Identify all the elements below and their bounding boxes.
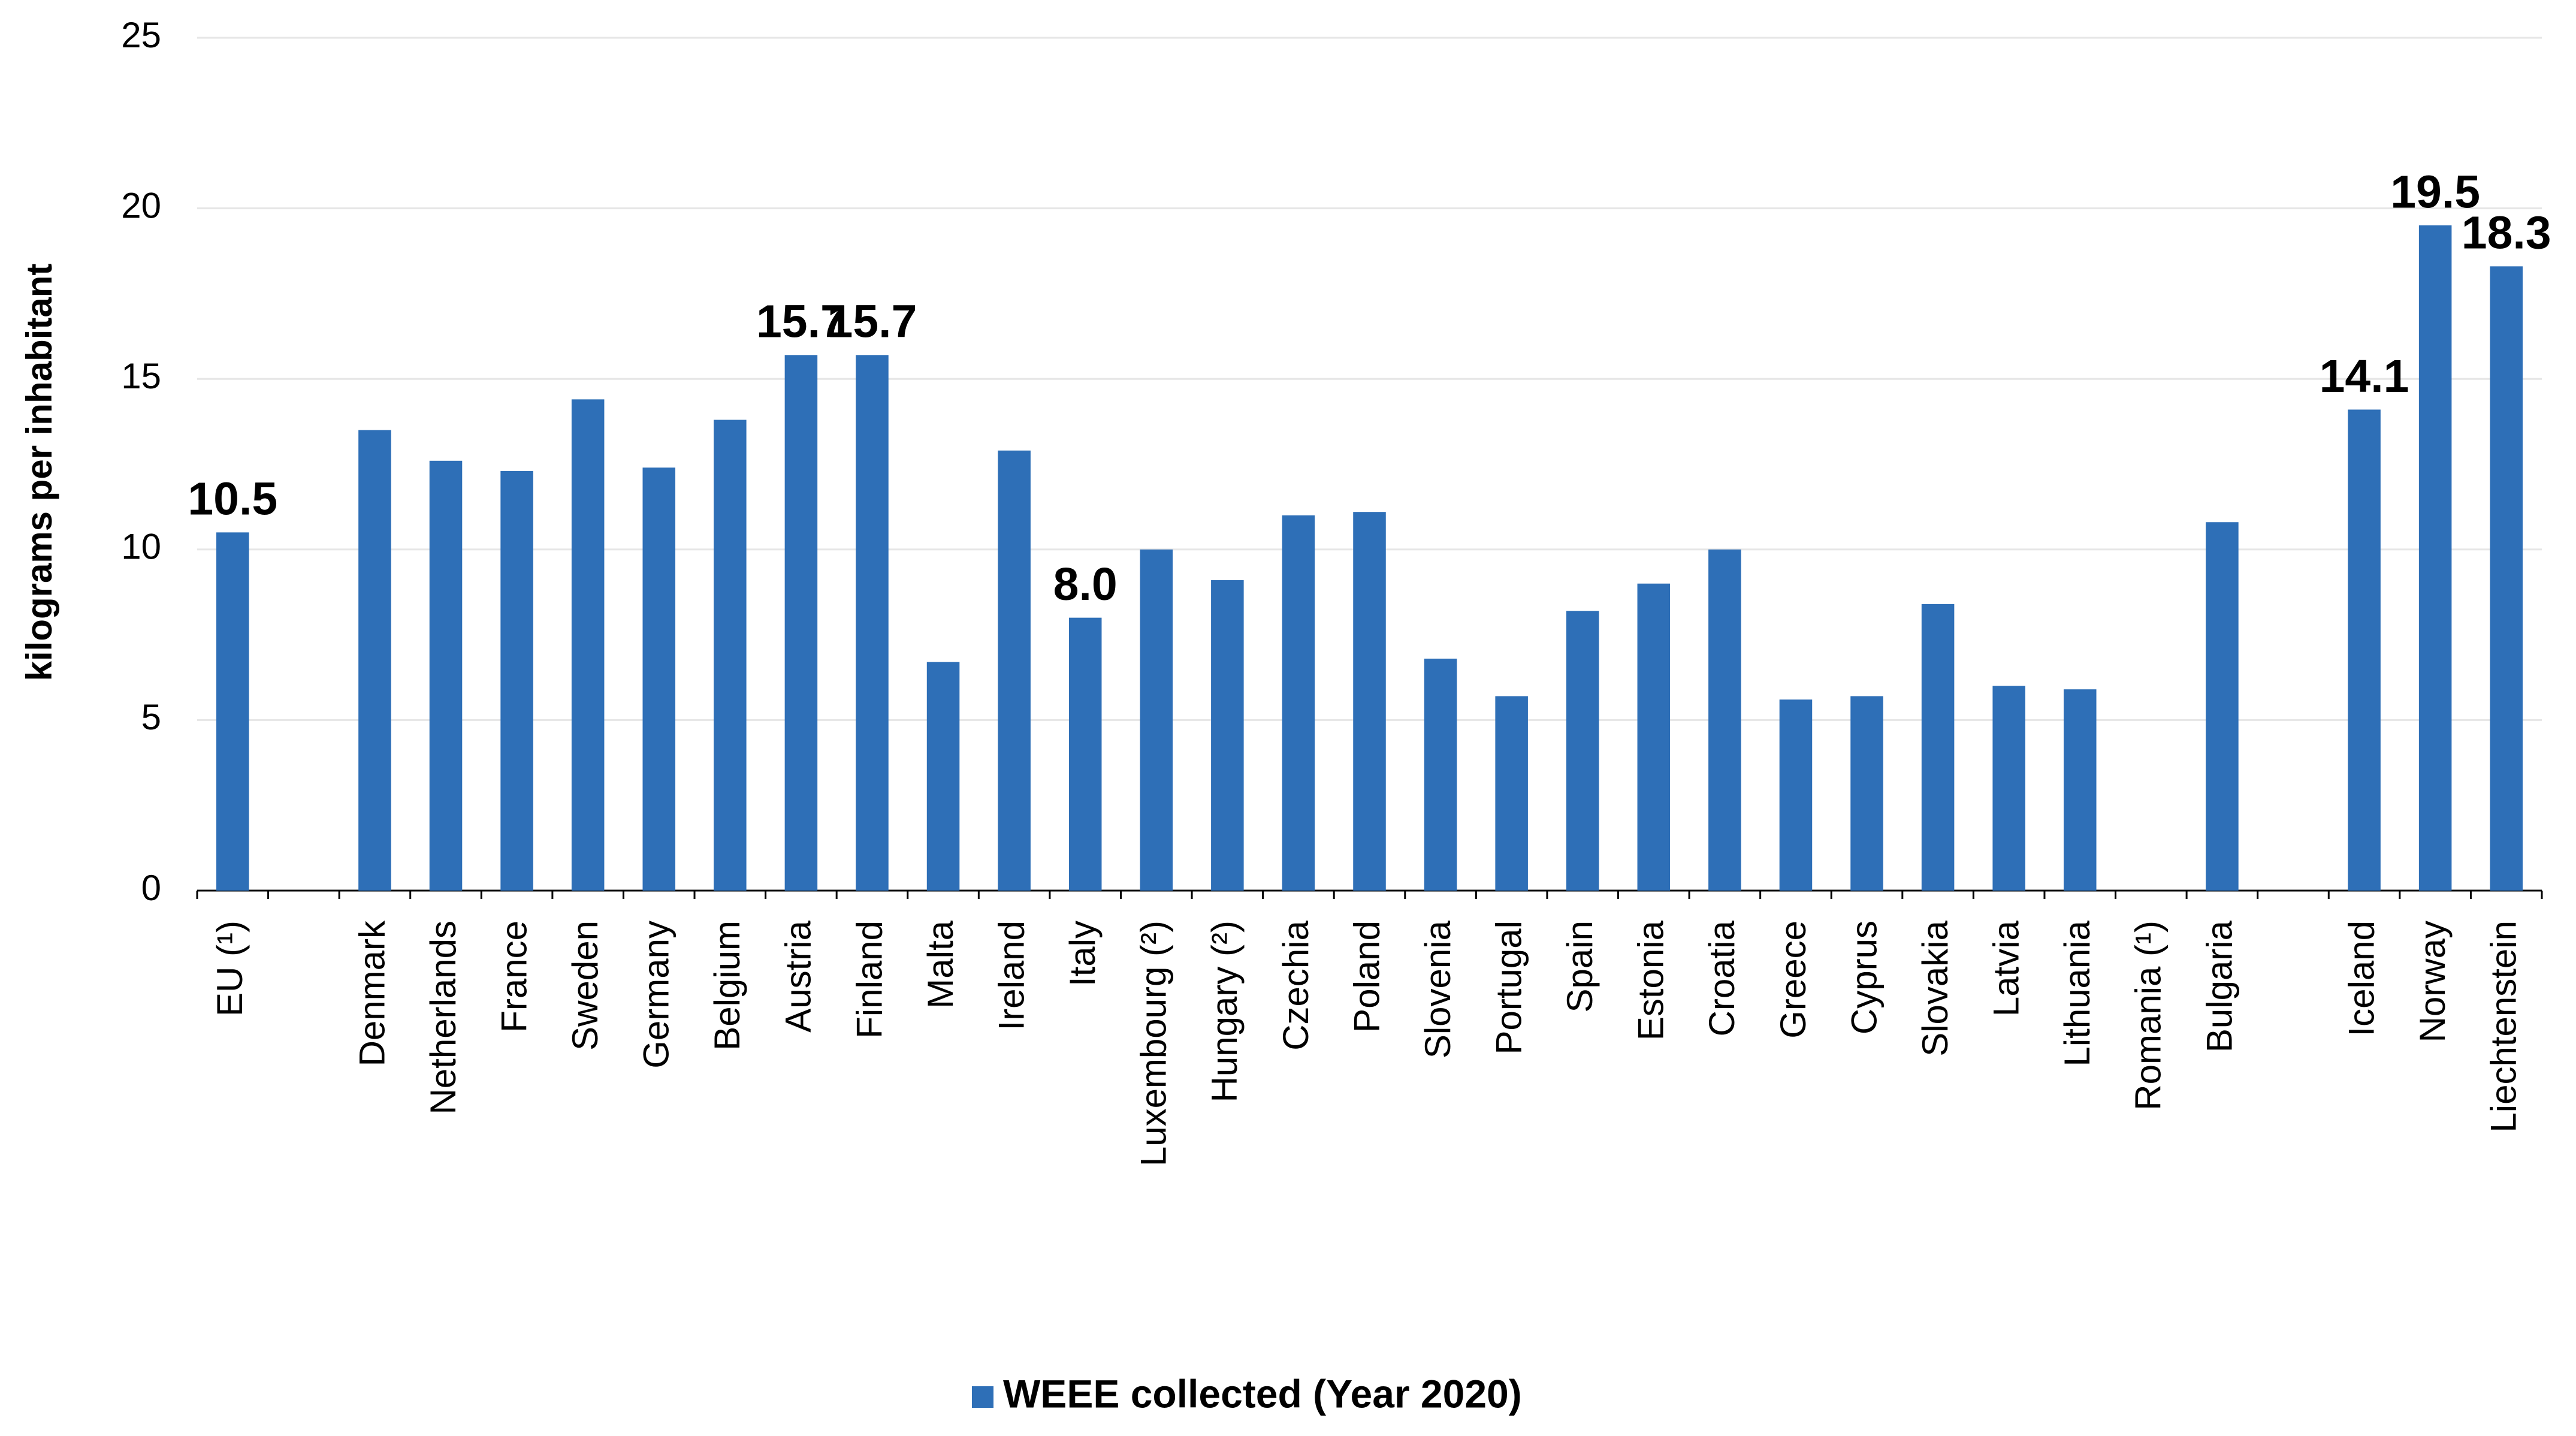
bar bbox=[1353, 512, 1386, 891]
data-label: 14.1 bbox=[2320, 351, 2409, 402]
bar bbox=[642, 467, 676, 891]
bar bbox=[358, 430, 391, 891]
x-tick-label: Slovenia bbox=[1418, 920, 1458, 1058]
bar bbox=[1282, 515, 1315, 891]
bar bbox=[2206, 522, 2239, 891]
bar bbox=[2418, 225, 2452, 891]
x-tick-label: Ireland bbox=[991, 921, 1031, 1030]
y-tick-label: 0 bbox=[141, 868, 161, 908]
bar bbox=[1637, 583, 1671, 891]
data-label: 18.3 bbox=[2462, 207, 2551, 259]
y-tick-label: 15 bbox=[121, 356, 161, 396]
bar bbox=[784, 355, 818, 891]
bar bbox=[926, 662, 960, 891]
x-tick-label: Iceland bbox=[2341, 921, 2381, 1036]
x-tick-label: Belgium bbox=[707, 921, 747, 1051]
bar bbox=[856, 355, 889, 891]
x-tick-label: Spain bbox=[1560, 921, 1600, 1012]
x-tick-label: Finland bbox=[849, 921, 889, 1039]
x-tick-label: Bulgaria bbox=[2199, 920, 2239, 1052]
bar bbox=[2348, 409, 2381, 891]
x-tick-label: Estonia bbox=[1631, 920, 1671, 1040]
x-tick-label: Norway bbox=[2412, 921, 2453, 1042]
bar bbox=[998, 450, 1031, 891]
bar bbox=[500, 470, 533, 891]
y-tick-label: 25 bbox=[121, 15, 161, 55]
bar bbox=[1850, 696, 1883, 891]
x-tick-label: Lithuania bbox=[2057, 920, 2097, 1066]
bar bbox=[1566, 611, 1599, 891]
data-label: 10.5 bbox=[188, 473, 277, 525]
x-tick-label: Netherlands bbox=[423, 921, 463, 1115]
bar bbox=[1495, 696, 1528, 891]
bar bbox=[1992, 686, 2025, 891]
x-tick-label: EU (¹) bbox=[210, 921, 250, 1016]
legend-label: WEEE collected (Year 2020) bbox=[1003, 1371, 1522, 1416]
x-tick-label: Austria bbox=[778, 920, 819, 1032]
bar bbox=[571, 399, 605, 891]
bar bbox=[1068, 617, 1102, 891]
bar bbox=[714, 420, 747, 891]
x-tick-label: Cyprus bbox=[1844, 921, 1884, 1034]
x-tick-label: Poland bbox=[1346, 921, 1387, 1033]
bar bbox=[1140, 549, 1173, 891]
x-tick-label: Croatia bbox=[1702, 920, 1742, 1036]
x-tick-label: Malta bbox=[920, 920, 961, 1008]
bar bbox=[216, 532, 249, 891]
x-tick-label: Hungary (²) bbox=[1204, 921, 1245, 1102]
x-tick-label: France bbox=[494, 921, 534, 1033]
x-tick-label: Germany bbox=[636, 921, 677, 1069]
legend-swatch bbox=[972, 1386, 993, 1408]
y-tick-label: 20 bbox=[121, 185, 161, 225]
bar bbox=[1211, 580, 1244, 891]
x-tick-label: Luxembourg (²) bbox=[1134, 921, 1174, 1166]
x-tick-label: Portugal bbox=[1488, 921, 1529, 1054]
data-label: 19.5 bbox=[2390, 166, 2480, 218]
data-label: 8.0 bbox=[1053, 559, 1118, 610]
x-tick-label: Romania (¹) bbox=[2128, 921, 2169, 1111]
bar bbox=[1708, 549, 1741, 891]
x-tick-label: Greece bbox=[1773, 921, 1813, 1039]
y-axis-label: kilograms per inhabitant bbox=[19, 264, 59, 681]
data-label: 15.7 bbox=[828, 296, 917, 348]
x-tick-label: Denmark bbox=[352, 920, 392, 1066]
bar bbox=[1779, 699, 1813, 891]
x-tick-label: Liechtenstein bbox=[2484, 921, 2524, 1133]
y-tick-label: 10 bbox=[121, 527, 161, 567]
data-label: 15.7 bbox=[756, 296, 846, 348]
bar bbox=[1921, 604, 1955, 891]
x-tick-label: Sweden bbox=[565, 921, 605, 1051]
bar bbox=[429, 460, 463, 891]
x-tick-label: Slovakia bbox=[1915, 920, 1955, 1056]
bar bbox=[2063, 689, 2097, 891]
x-tick-label: Latvia bbox=[1986, 920, 2027, 1016]
y-tick-label: 5 bbox=[141, 697, 161, 737]
bar bbox=[1424, 658, 1457, 891]
x-tick-label: Italy bbox=[1062, 921, 1103, 987]
bar bbox=[2490, 266, 2523, 891]
x-tick-label: Czechia bbox=[1276, 920, 1316, 1050]
